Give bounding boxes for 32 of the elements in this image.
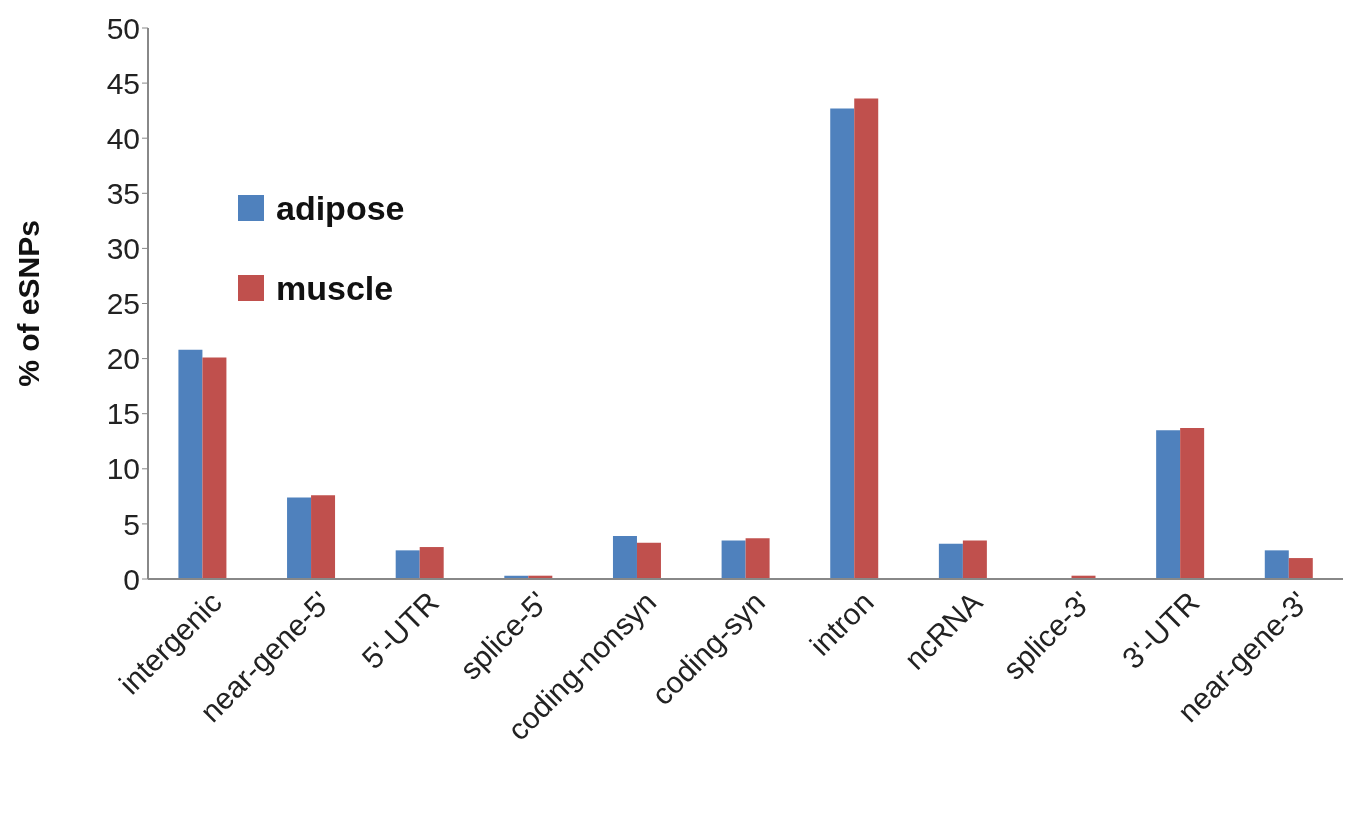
bar <box>636 542 661 579</box>
bar <box>1156 430 1181 579</box>
bar <box>962 540 987 579</box>
legend-label: muscle <box>276 268 394 308</box>
y-tick-label: 50 <box>106 11 140 45</box>
bar <box>419 547 444 579</box>
y-tick-label: 25 <box>106 287 140 321</box>
bar <box>854 98 879 579</box>
bar <box>938 543 963 579</box>
y-tick-label: 5 <box>123 507 140 541</box>
y-axis-title: % of eSNPs <box>11 220 45 387</box>
y-tick-label: 35 <box>106 176 140 210</box>
bar <box>395 550 420 579</box>
y-tick-label: 20 <box>106 342 140 376</box>
bar <box>745 538 770 579</box>
bar <box>1180 428 1205 579</box>
bar <box>202 357 227 579</box>
y-tick-label: 10 <box>106 452 140 486</box>
bar <box>721 540 746 579</box>
bar <box>178 349 203 579</box>
y-tick-label: 45 <box>106 66 140 100</box>
bar <box>1264 550 1289 579</box>
bar <box>830 108 855 579</box>
y-tick-label: 0 <box>123 562 140 596</box>
bar <box>287 497 312 579</box>
bar <box>612 536 637 579</box>
bar <box>311 495 336 579</box>
y-tick-label: 30 <box>106 232 140 266</box>
legend-label: adipose <box>276 188 405 228</box>
y-tick-label: 15 <box>106 397 140 431</box>
y-tick-label: 40 <box>106 121 140 155</box>
bar <box>1288 558 1313 579</box>
